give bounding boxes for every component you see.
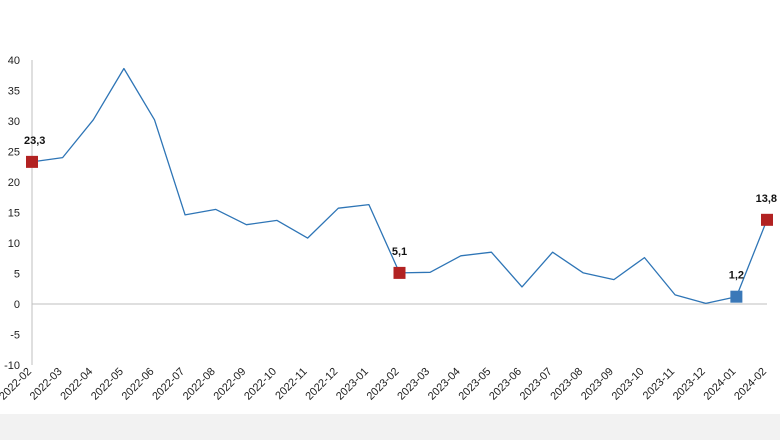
x-tick-label: 2023-10 (610, 366, 647, 403)
x-tick-label: 2022-07 (150, 366, 187, 403)
x-tick-label: 2023-01 (334, 366, 371, 403)
highlight-marker (761, 213, 773, 226)
x-tick-label: 2024-02 (732, 366, 769, 403)
y-tick-label: 30 (8, 116, 20, 128)
x-tick-label: 2022-06 (120, 366, 157, 403)
y-tick-label: 35 (8, 86, 20, 98)
data-label: 23,3 (24, 135, 45, 147)
x-axis-background-band (0, 414, 780, 440)
x-tick-label: 2022-09 (211, 366, 248, 403)
x-tick-label: 2023-08 (548, 366, 585, 403)
y-tick-label: -10 (4, 360, 20, 372)
data-label: 5,1 (392, 246, 407, 258)
highlight-layer: 23,3 5,1 1,2 13,8 (24, 135, 777, 303)
x-tick-label: 2024-01 (701, 366, 738, 403)
y-axis: 40 35 30 25 20 15 10 5 0 -5 -10 (4, 55, 33, 372)
x-tick-label: 2022-08 (181, 366, 218, 403)
highlight-marker (393, 266, 406, 279)
y-tick-label: 5 (14, 269, 20, 281)
x-tick-label: 2023-04 (426, 366, 463, 403)
x-tick-label: 2023-05 (456, 366, 493, 403)
y-tick-label: -5 (10, 330, 20, 342)
y-tick-label: 0 (14, 299, 20, 311)
x-tick-label: 2023-02 (365, 366, 402, 403)
x-tick-label: 2023-11 (641, 366, 677, 402)
x-tick-label: 2023-07 (518, 366, 555, 403)
x-axis: 2022-022022-032022-042022-052022-062022-… (0, 303, 769, 403)
y-tick-label: 10 (8, 238, 20, 250)
y-tick-label: 20 (8, 177, 20, 189)
x-tick-label: 2022-04 (58, 366, 95, 403)
y-tick-label: 15 (8, 208, 20, 220)
x-tick-label: 2023-03 (395, 366, 432, 403)
x-tick-label: 2022-10 (242, 366, 279, 403)
y-tick-label: 25 (8, 147, 20, 159)
x-tick-label: 2023-06 (487, 366, 524, 403)
x-tick-label: 2022-12 (303, 366, 340, 403)
x-tick-label: 2022-05 (89, 366, 126, 403)
x-tick-label: 2022-11 (273, 366, 309, 402)
data-label: 1,2 (729, 270, 744, 282)
highlight-marker (26, 155, 38, 168)
y-tick-label: 40 (8, 55, 20, 67)
x-tick-label: 2023-09 (579, 366, 616, 403)
x-tick-label: 2022-03 (28, 366, 65, 403)
highlight-marker (730, 290, 743, 303)
x-tick-label: 2023-12 (671, 366, 708, 403)
data-label: 13,8 (756, 193, 777, 205)
